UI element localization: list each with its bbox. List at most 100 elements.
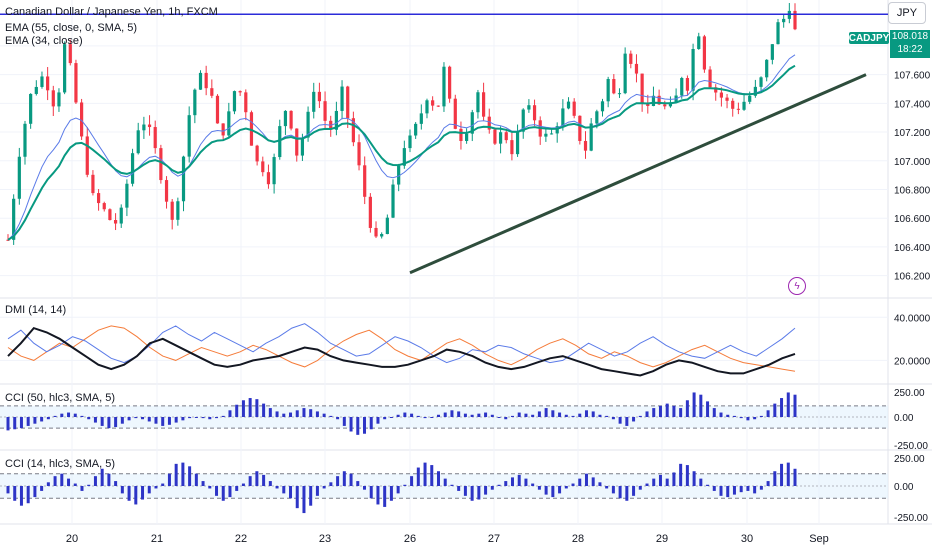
ema55-line <box>7 64 796 241</box>
cci-50-bar <box>26 417 30 426</box>
lightning-icon[interactable]: ϟ <box>788 277 806 295</box>
cci-50-bar <box>699 394 703 417</box>
cci-14-bar <box>766 481 770 486</box>
price-pane <box>0 3 888 275</box>
candle-body <box>334 110 338 130</box>
cci-14-bar <box>564 486 568 489</box>
candle-body <box>776 22 780 45</box>
candle-body <box>606 79 610 102</box>
cci-14-bar <box>181 462 185 486</box>
time-tick-label: 28 <box>572 533 584 545</box>
cci-14-bar <box>67 478 71 486</box>
cci-14-bar <box>93 476 97 486</box>
cci-14-bar <box>383 486 387 507</box>
cci-14-bar <box>295 486 299 509</box>
cci-14-bar <box>773 471 777 486</box>
candle-body <box>249 112 254 146</box>
cci-14-bar <box>665 478 669 486</box>
cci-14-bar <box>410 476 414 486</box>
cci-50-bar <box>551 410 555 417</box>
candle-body <box>782 18 786 23</box>
cci-50-bar <box>564 414 568 417</box>
cci-50-bar <box>114 417 118 428</box>
cci-50-bar <box>470 414 474 417</box>
price-axis: 106.200 106.400 106.600 106.800 107.000 107.2… <box>894 42 931 524</box>
cci-14-bar <box>255 471 259 486</box>
cci-50-title[interactable]: CCI (50, hlc3, SMA, 5) <box>5 392 116 404</box>
cci-14-bar <box>598 482 602 486</box>
cci-50-bar <box>739 417 743 419</box>
cci-14-bar <box>46 482 50 486</box>
candle-body <box>34 86 38 94</box>
cci-14-bar <box>60 473 64 486</box>
candle-body <box>198 72 203 90</box>
candle-body <box>85 136 89 175</box>
cci-14-bar <box>699 478 703 486</box>
candle-body <box>583 140 588 151</box>
cci-14-bar <box>19 486 23 506</box>
last-price-box: 108.018 18:22 <box>890 30 930 58</box>
cci-50-bar <box>416 415 420 417</box>
cci-50-bar <box>578 413 582 417</box>
candle-body <box>736 108 740 110</box>
candle-body <box>108 209 112 221</box>
cci-14-bar <box>436 471 440 486</box>
cci-50-bar <box>174 417 178 423</box>
cci-50-tick-label: -250.00 <box>894 441 928 452</box>
candle-body <box>51 90 55 107</box>
cci-50-bar <box>6 417 10 431</box>
cci-14-bar <box>268 481 272 486</box>
cci-50-bar <box>87 417 91 420</box>
time-tick-label: 26 <box>404 533 416 545</box>
cci-50-bar <box>611 417 615 420</box>
cci-14-bar <box>504 481 508 486</box>
candle-body <box>193 89 197 116</box>
candle-body <box>759 77 763 87</box>
cci-50-bar <box>477 413 481 417</box>
cci-14-bar <box>732 486 736 495</box>
candle-body <box>697 36 701 50</box>
currency-button[interactable]: JPY <box>888 2 926 24</box>
cci-14-pane <box>0 462 888 514</box>
candle-body <box>181 156 186 202</box>
cci-50-bar <box>685 400 689 417</box>
cci-50-bar <box>692 392 696 417</box>
cci-14-bar <box>443 478 447 486</box>
cci-14-bar <box>457 486 461 491</box>
time-tick-label: 22 <box>235 533 247 545</box>
cci-14-bar <box>638 486 642 490</box>
cci-14-bar <box>363 486 367 490</box>
candle-body <box>532 105 537 121</box>
candle-body <box>176 201 180 220</box>
price-tick-label: 106.400 <box>894 243 931 254</box>
cci-14-bar <box>571 483 575 486</box>
cci-50-bar <box>53 415 57 417</box>
candle-body <box>634 63 639 74</box>
candle-body <box>515 131 520 155</box>
candle-body <box>306 111 310 138</box>
dmi-title[interactable]: DMI (14, 14) <box>5 304 67 316</box>
candle-body <box>244 92 248 113</box>
candle-body <box>425 100 429 114</box>
cci-50-bar <box>443 412 447 417</box>
candle-body <box>561 108 565 127</box>
candle-body <box>340 86 344 111</box>
candle-body <box>595 111 599 124</box>
cci-50-bar <box>147 417 151 422</box>
cci-50-bar <box>107 417 111 429</box>
candle-body <box>589 123 593 151</box>
candle-body <box>68 44 72 64</box>
cci-50-bar <box>632 417 636 422</box>
last-price: 108.018 <box>891 31 929 42</box>
cci-14-title[interactable]: CCI (14, hlc3, SMA, 5) <box>5 458 116 470</box>
cci-50-bar <box>786 392 790 417</box>
cci-14-bar <box>712 486 716 491</box>
ema55-label[interactable]: EMA (55, close, 0, SMA, 5) <box>5 22 138 34</box>
cci-14-bar <box>719 486 723 496</box>
candle-body <box>147 124 152 128</box>
ema34-label[interactable]: EMA (34, close) <box>5 35 83 47</box>
candle-body <box>29 93 33 124</box>
cci-14-bar <box>33 486 37 498</box>
cci-14-bar <box>389 486 393 501</box>
cci-14-bar <box>342 471 346 486</box>
